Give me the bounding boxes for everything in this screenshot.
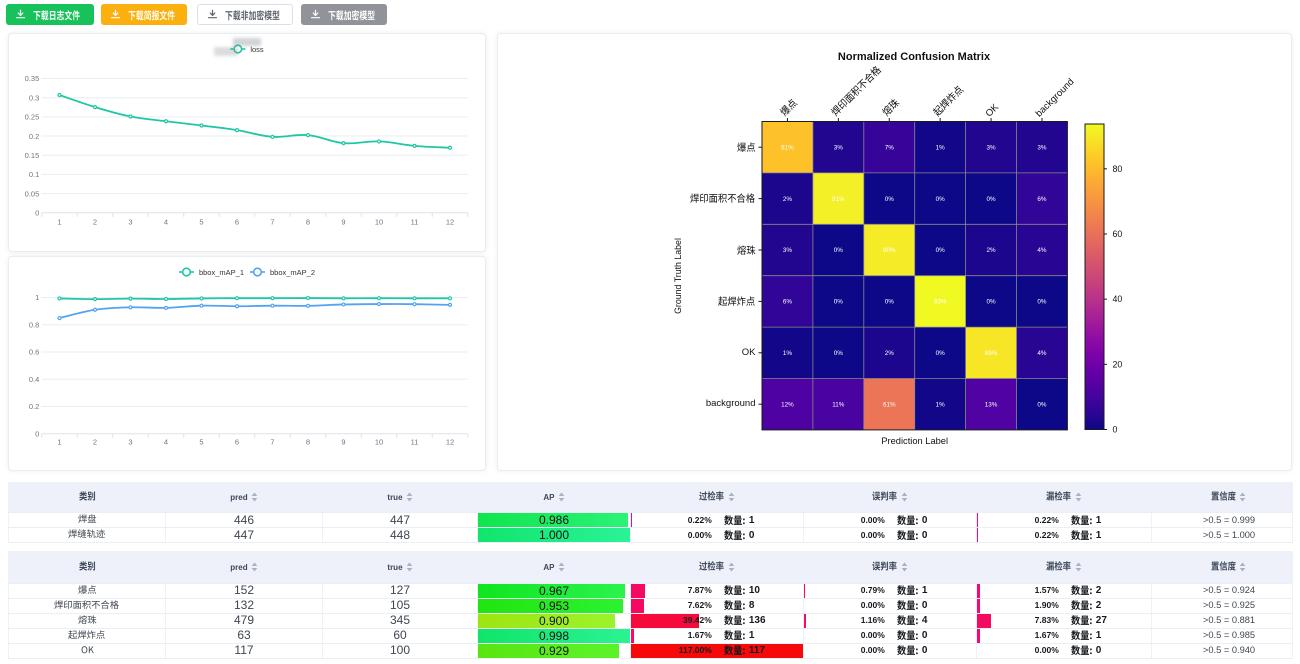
svg-text:6: 6 [235, 438, 239, 447]
svg-text:3%: 3% [986, 144, 996, 151]
svg-text:0.6: 0.6 [29, 348, 39, 357]
svg-text:3%: 3% [783, 247, 793, 254]
svg-text:12: 12 [446, 438, 454, 447]
svg-text:0.05: 0.05 [25, 189, 40, 198]
svg-text:0.25: 0.25 [25, 113, 40, 122]
svg-text:0%: 0% [936, 247, 946, 254]
svg-text:11: 11 [411, 438, 419, 447]
svg-text:0%: 0% [885, 299, 895, 306]
svg-text:0.2: 0.2 [29, 132, 39, 141]
svg-text:0%: 0% [834, 350, 844, 357]
svg-text:1: 1 [57, 438, 61, 447]
svg-text:9: 9 [341, 438, 345, 447]
svg-text:93%: 93% [934, 299, 947, 306]
svg-text:5: 5 [199, 218, 203, 227]
svg-text:1%: 1% [936, 144, 946, 151]
svg-text:0: 0 [1113, 425, 1118, 435]
svg-text:8: 8 [306, 438, 310, 447]
svg-text:2%: 2% [783, 196, 793, 203]
svg-text:12: 12 [446, 218, 454, 227]
svg-text:2: 2 [93, 438, 97, 447]
svg-text:0.3: 0.3 [29, 93, 39, 102]
svg-text:0.4: 0.4 [29, 375, 39, 384]
svg-text:6%: 6% [1037, 196, 1047, 203]
svg-text:0: 0 [35, 209, 39, 218]
svg-text:8: 8 [306, 218, 310, 227]
svg-text:7: 7 [270, 438, 274, 447]
svg-text:11%: 11% [832, 401, 845, 408]
svg-text:7%: 7% [885, 144, 895, 151]
svg-text:3: 3 [128, 438, 132, 447]
svg-text:Ground Truth Label: Ground Truth Label [673, 238, 683, 314]
svg-text:1: 1 [35, 293, 39, 302]
svg-text:1: 1 [57, 218, 61, 227]
svg-text:0%: 0% [1037, 401, 1047, 408]
svg-text:61%: 61% [883, 401, 896, 408]
svg-text:0%: 0% [986, 299, 996, 306]
svg-text:10: 10 [375, 438, 383, 447]
svg-text:0.8: 0.8 [29, 320, 39, 329]
svg-text:91%: 91% [832, 196, 845, 203]
svg-text:7: 7 [270, 218, 274, 227]
svg-text:12%: 12% [781, 401, 794, 408]
svg-text:81%: 81% [781, 144, 794, 151]
svg-text:6%: 6% [783, 299, 793, 306]
svg-text:0%: 0% [936, 196, 946, 203]
svg-text:0%: 0% [834, 299, 844, 306]
svg-text:0: 0 [35, 430, 39, 439]
svg-text:0%: 0% [1037, 299, 1047, 306]
svg-text:0%: 0% [986, 196, 996, 203]
svg-text:2%: 2% [885, 350, 895, 357]
svg-text:0.15: 0.15 [25, 151, 40, 160]
svg-text:0.1: 0.1 [29, 170, 39, 179]
svg-text:60: 60 [1113, 229, 1123, 239]
svg-text:3: 3 [128, 218, 132, 227]
svg-text:loss: loss [250, 45, 264, 54]
svg-text:90%: 90% [883, 247, 896, 254]
svg-text:4%: 4% [1037, 350, 1047, 357]
svg-text:3%: 3% [1037, 144, 1047, 151]
svg-text:4: 4 [164, 218, 168, 227]
svg-text:0.35: 0.35 [25, 74, 40, 83]
svg-text:4: 4 [164, 438, 168, 447]
svg-text:bbox_mAP_1: bbox_mAP_1 [199, 268, 244, 277]
svg-text:5: 5 [199, 438, 203, 447]
svg-text:1%: 1% [936, 401, 946, 408]
svg-text:20: 20 [1113, 359, 1123, 369]
svg-text:9: 9 [341, 218, 345, 227]
svg-text:bbox_mAP_2: bbox_mAP_2 [270, 268, 315, 277]
svg-text:1%: 1% [783, 350, 793, 357]
svg-text:0%: 0% [834, 247, 844, 254]
svg-text:11: 11 [411, 218, 419, 227]
svg-text:40: 40 [1113, 294, 1123, 304]
svg-text:89%: 89% [985, 350, 998, 357]
svg-text:80: 80 [1113, 164, 1123, 174]
svg-text:13%: 13% [985, 401, 998, 408]
svg-text:10: 10 [375, 218, 383, 227]
svg-text:Normalized Confusion Matrix: Normalized Confusion Matrix [838, 51, 991, 63]
svg-text:4%: 4% [1037, 247, 1047, 254]
svg-text:0%: 0% [885, 196, 895, 203]
svg-text:6: 6 [235, 218, 239, 227]
svg-text:0.2: 0.2 [29, 402, 39, 411]
svg-text:2%: 2% [986, 247, 996, 254]
svg-text:2: 2 [93, 218, 97, 227]
svg-text:3%: 3% [834, 144, 844, 151]
svg-text:0%: 0% [936, 350, 946, 357]
